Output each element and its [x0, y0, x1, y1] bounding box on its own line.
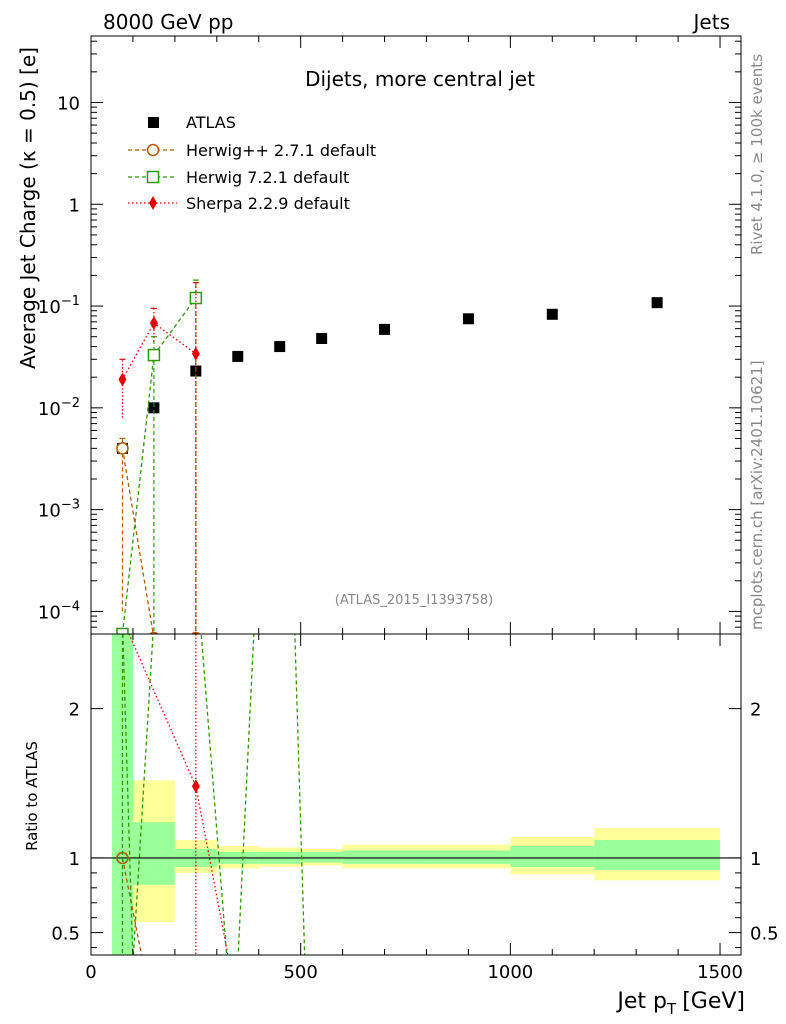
legend: ATLAS Herwig++ 2.7.1 default Herwig 7.2.…: [128, 113, 376, 213]
y-tick-label: 10: [57, 93, 80, 114]
ratio-band-inner: [510, 846, 595, 867]
y-tick-label: 10−4: [38, 599, 80, 623]
ratio-band-inner: [300, 851, 343, 863]
ratio-band-inner: [426, 850, 511, 864]
ratio-band-inner: [594, 840, 721, 870]
plot-title: Dijets, more central jet: [305, 67, 535, 91]
main-point-atlas: [379, 323, 391, 335]
main-point-sherpa: [118, 372, 127, 387]
ratio-plot-panel: 0.5 0.5 1 1 2 2 Ratio to ATLAS: [23, 633, 779, 956]
x-tick-label: 1500: [697, 962, 743, 983]
legend-marker-atlas: [148, 117, 159, 128]
main-point-herwig7: [116, 627, 129, 634]
y-tick-label-ratio: 0.5: [51, 924, 80, 945]
header-jets-label: Jets: [692, 10, 730, 34]
analysis-tag: (ATLAS_2015_I1393758): [335, 593, 493, 608]
main-y-axis-label: Average Jet Charge (κ = 0.5) [e]: [16, 47, 40, 369]
legend-label-herwigpp: Herwig++ 2.7.1 default: [186, 141, 376, 160]
main-point-sherpa: [191, 346, 200, 361]
y-tick-label-exponent: −3: [61, 498, 80, 513]
main-point-atlas: [232, 350, 244, 362]
legend-marker-sherpa: [149, 196, 157, 210]
main-point-atlas: [462, 313, 474, 325]
main-point-atlas: [651, 297, 663, 309]
y-tick-label-ratio-right: 0.5: [750, 924, 779, 945]
main-point-atlas: [274, 341, 286, 353]
x-tick-label: 0: [85, 962, 96, 983]
legend-label-atlas: ATLAS: [186, 113, 236, 132]
y-tick-label-exponent: −4: [61, 599, 80, 614]
y-tick-label-exponent: −2: [61, 396, 80, 411]
y-tick-label: 1: [69, 195, 80, 216]
x-axis-label: Jet pT [GeV]: [615, 989, 745, 1018]
y-tick-label: 10−2: [38, 396, 80, 420]
legend-marker-herwigpp: [146, 143, 160, 157]
y-tick-label-ratio: 1: [69, 849, 80, 870]
y-tick-label-base: 10: [38, 602, 61, 623]
legend-label-sherpa: Sherpa 2.2.9 default: [186, 194, 350, 213]
main-data-layer: [116, 279, 663, 634]
main-point-herwig7: [147, 348, 161, 362]
x-axis-label-unit: [GeV]: [682, 989, 745, 1014]
main-line-herwig7: [121, 297, 197, 634]
y-tick-label: 10−3: [38, 498, 80, 522]
y-tick-label-base: 10: [38, 297, 61, 318]
x-axis-label-main: Jet p: [615, 989, 667, 1014]
ratio-data-layer: [91, 634, 741, 955]
header-energy-label: 8000 GeV pp: [103, 10, 234, 34]
y-tick-label-base: 10: [57, 93, 80, 114]
ratio-band-inner: [342, 850, 427, 864]
main-point-atlas: [546, 308, 558, 320]
main-point-herwigpp: [116, 442, 129, 455]
y-tick-label-ratio: 2: [69, 700, 80, 721]
main-line-herwigpp: [121, 448, 154, 634]
ratio-line-herwigpp: [121, 857, 143, 955]
y-tick-label-base: 10: [38, 501, 61, 522]
legend-marker-herwig7: [146, 170, 160, 184]
legend-label-herwig7: Herwig 7.2.1 default: [186, 168, 349, 187]
x-tick-labels: 0 500 1000 1500: [85, 962, 743, 983]
main-point-atlas: [316, 333, 328, 345]
mcplots-label: mcplots.cern.ch [arXiv:2401.10621]: [748, 360, 766, 630]
ratio-band-inner: [111, 634, 133, 955]
y-tick-label-base: 1: [69, 195, 80, 216]
x-tick-label: 500: [283, 962, 317, 983]
y-tick-label-base: 10: [38, 399, 61, 420]
ratio-marker-sherpa: [191, 779, 200, 794]
ratio-line-herwig7: [122, 634, 306, 955]
y-tick-label-ratio-right: 1: [750, 849, 761, 870]
ratio-plot-frame: [90, 633, 742, 956]
ratio-y-axis-label: Ratio to ATLAS: [23, 741, 41, 851]
y-tick-label: 10−1: [38, 294, 80, 318]
x-axis-label-subscript: T: [666, 1000, 677, 1018]
ratio-band-inner: [132, 822, 175, 885]
x-tick-label: 1000: [487, 962, 533, 983]
main-point-atlas: [148, 402, 160, 414]
ratio-axes: 0.5 0.5 1 1 2 2: [51, 634, 779, 955]
y-tick-label-exponent: −1: [61, 294, 80, 309]
ratio-line-sherpa: [128, 634, 229, 955]
y-tick-label-ratio-right: 2: [750, 700, 761, 721]
rivet-label: Rivet 4.1.0, ≥ 100k events: [748, 54, 766, 255]
main-point-sherpa: [149, 316, 158, 331]
